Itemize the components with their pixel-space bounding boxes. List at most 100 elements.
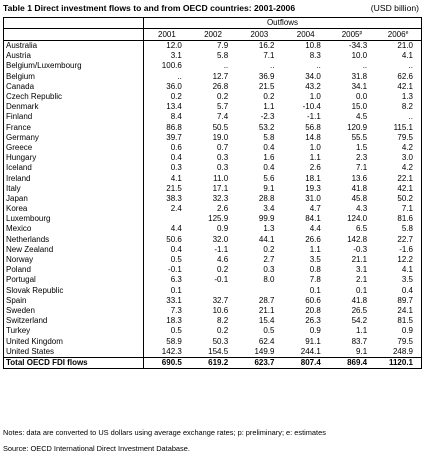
value-cell: 1.5 [356,142,368,152]
year-label: 2004 [296,29,315,39]
value-cell: 22.7 [397,234,413,244]
value-cell: .. [223,61,229,71]
table-row: Belgium.. 12.7 36.9 34.0 31.8 62.6 [3,71,422,82]
value-cell: 38.3 [166,193,182,203]
value-cell: -2.3 [260,112,275,122]
value-cell: 7.4 [217,112,229,122]
value-cell: 7.9 [217,41,229,51]
table-row: Iceland 0.3 0.3 0.4 2.6 7.1 4.2 [3,163,422,174]
value-cell: -1.1 [214,244,229,254]
value-cell: 83.7 [351,336,368,346]
country-cell: Belgium/Luxembourg [3,61,144,72]
source: Source: OECD International Direct Invest… [3,444,190,453]
value-cell: 8.3 [309,51,321,61]
value-cell: 3.1 [356,265,368,275]
value-cell: 244.1 [300,346,321,356]
value-cell [190,286,236,296]
year-header-row: 2001 2002 2003 2004 2005p 2006e [3,28,422,41]
value-cell: 17.1 [212,183,229,193]
value-cell: 26.3 [305,316,321,326]
country-cell: Poland [3,265,144,276]
value-cell: 7.1 [356,163,368,173]
value-cell: 0.6 [170,142,182,152]
table-row: Germany 39.7 19.0 5.8 14.8 55.5 79.5 [3,132,422,143]
country-cell: Turkey [3,326,144,337]
value-cell: 4.1 [401,265,413,275]
country-cell: France [3,122,144,133]
value-cell: 81.6 [397,214,413,224]
value-cell: 2.6 [309,163,321,173]
year-mark: e [405,29,409,36]
value-cell: 12.0 [166,41,182,51]
value-cell: .. [362,61,368,71]
value-cell: 1.0 [309,92,321,102]
unit-label: (USD billion) [370,3,419,13]
value-cell: 26.8 [212,81,229,91]
value-cell: 0.2 [263,244,275,254]
country-cell: Iceland [3,163,144,174]
value-cell: 12.2 [397,255,413,265]
value-cell: 0.3 [263,265,275,275]
value-cell: 0.5 [263,326,275,336]
value-cell: -1.6 [399,244,413,254]
table-row: Portugal 6.3 -0.1 8.0 7.8 2.1 3.5 [3,275,422,286]
year-header: 2004 [282,28,329,41]
table-row: Turkey 0.5 0.2 0.5 0.9 1.1 0.9 [3,326,422,337]
value-cell: 13.4 [166,102,182,112]
country-cell: Korea [3,204,144,215]
country-cell: Hungary [3,153,144,164]
value-cell: 0.5 [170,326,182,336]
value-cell: 4.2 [401,142,413,152]
value-cell: -0.1 [214,275,229,285]
value-cell: 2.7 [263,255,275,265]
value-cell: 0.7 [217,142,229,152]
value-cell: 28.7 [258,295,275,305]
table-title: Table 1 Direct investment flows to and f… [3,2,421,15]
value-cell: 7.8 [309,275,321,285]
total-value-cell: 690.5 [143,356,190,369]
fdi-table: Outflows 2001 2002 2003 2004 2005p 2006e Aust… [3,17,422,369]
value-cell: 21.1 [351,255,368,265]
value-cell: 5.8 [217,51,229,61]
table-row: Canada 36.0 26.8 21.5 43.2 34.1 42.1 [3,81,422,92]
value-cell: 9.1 [356,346,368,356]
table-row: United States 142.3 154.5 149.9 244.1 9.1 248.… [3,346,422,358]
value-cell: .. [270,61,275,71]
value-cell: 6.3 [170,275,182,285]
value-cell: 58.9 [166,336,182,346]
value-cell: 0.9 [217,224,229,234]
value-cell: 1.1 [263,102,275,112]
value-cell: 0.2 [217,92,229,102]
table-row: Luxembourg 125.9 99.9 84.1 124.0 81.6 [3,214,422,225]
year-label: 2005 [341,29,360,39]
value-cell: 79.5 [397,132,413,142]
value-cell: 0.3 [217,153,229,163]
table-row: Czech Republic 0.2 0.2 0.2 1.0 0.0 1.3 [3,91,422,103]
value-cell: 1.6 [263,153,275,163]
country-cell: Norway [3,254,144,266]
value-cell: 50.6 [166,234,182,244]
value-cell: 44.1 [258,234,275,244]
table-row: Hungary 0.4 0.3 1.6 1.1 2.3 3.0 [3,153,422,164]
value-cell: 120.9 [347,122,368,132]
value-cell: .. [316,61,321,71]
value-cell: 21.0 [397,41,413,51]
value-cell: 8.4 [170,112,182,122]
table-row: Poland -0.1 0.2 0.3 0.8 3.1 4.1 [3,265,422,276]
country-cell: Austria [3,51,144,62]
total-value-cell: 619.2 [189,356,237,369]
table-row: Greece 0.6 0.7 0.4 1.0 1.5 4.2 [3,142,422,154]
value-cell: 0.2 [170,92,182,102]
country-cell: Canada [3,81,144,92]
value-cell: 10.8 [305,41,321,51]
notes: Notes: data are converted to US dollars … [3,428,326,437]
country-cell: Ireland [3,173,144,184]
value-cell: 36.0 [166,81,182,91]
value-cell [236,286,282,296]
value-cell: 79.5 [397,336,413,346]
value-cell: 0.4 [263,163,275,173]
table-row: United Kingdom 58.9 50.3 62.4 91.1 83.7 79.5 [3,336,422,347]
year-label: 2003 [250,29,269,39]
value-cell: 0.5 [170,255,182,265]
country-cell: United Kingdom [3,336,144,347]
